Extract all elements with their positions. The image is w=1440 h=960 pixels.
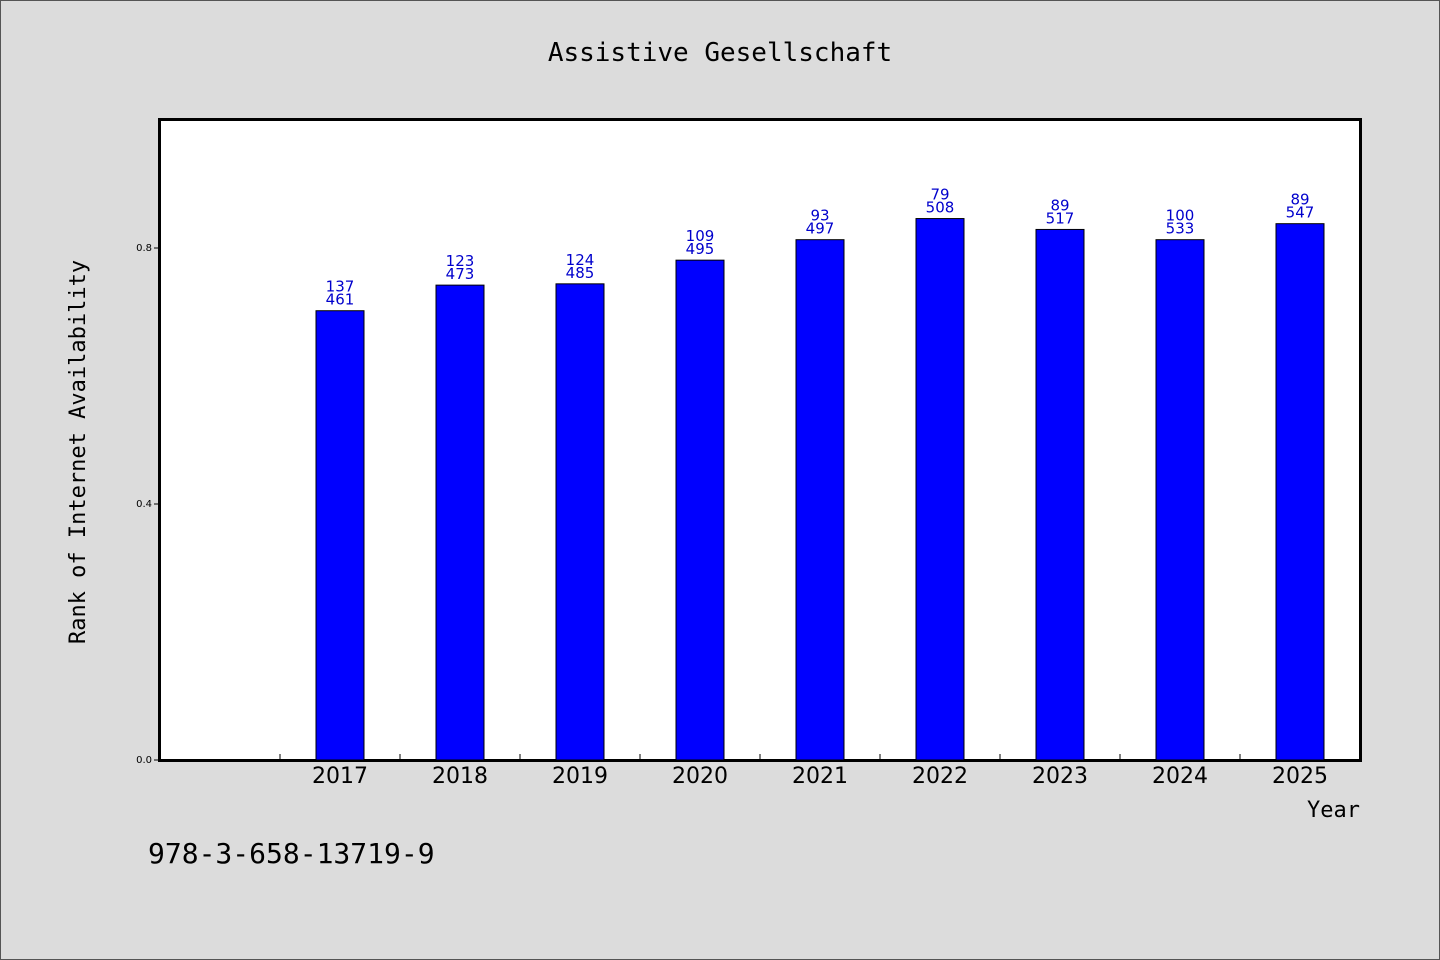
- bar-label-bottom: 485: [566, 264, 595, 282]
- y-axis: 0.0 0.4 0.8: [136, 243, 160, 766]
- bar-label-top: 137: [326, 278, 355, 296]
- bar: [1035, 228, 1085, 761]
- y-tick-label: 0.8: [136, 243, 152, 254]
- x-tick-label: 2023: [1032, 764, 1088, 789]
- bar-label-bottom: 495: [686, 240, 715, 258]
- bar-label-bottom: 461: [326, 291, 355, 309]
- bar-label-top: 123: [446, 252, 475, 270]
- bar: [1155, 239, 1205, 761]
- x-tick-label: 2024: [1152, 764, 1208, 789]
- y-axis-label: Rank of Internet Availability: [66, 260, 91, 644]
- bar: [315, 310, 365, 761]
- bar-label-top: 124: [566, 251, 595, 269]
- x-tick-label: 2019: [552, 764, 608, 789]
- bar-label-top: 109: [686, 227, 715, 245]
- x-tick-label: 2025: [1272, 764, 1328, 789]
- bar: [1275, 223, 1325, 761]
- bar-label-bottom: 517: [1046, 209, 1075, 227]
- bar-label-bottom: 508: [926, 199, 955, 217]
- x-tick-label: 2021: [792, 764, 848, 789]
- bar: [435, 284, 485, 761]
- x-tick-label: 2022: [912, 764, 968, 789]
- bar-label-top: 89: [1050, 196, 1069, 214]
- bar-label-top: 89: [1290, 191, 1309, 209]
- bar: [795, 239, 845, 761]
- bar-series: [315, 218, 1325, 761]
- x-tick-label: 2018: [432, 764, 488, 789]
- chart-title: Assistive Gesellschaft: [548, 38, 892, 68]
- isbn-footer: 978-3-658-13719-9: [148, 837, 435, 870]
- bar-label-bottom: 497: [806, 220, 835, 238]
- bar-label-bottom: 473: [446, 265, 475, 283]
- bar: [675, 259, 725, 761]
- bar: [555, 283, 605, 761]
- bar-label-top: 79: [930, 186, 949, 204]
- bar-label-top: 93: [810, 207, 829, 225]
- x-tick-label: 2017: [312, 764, 368, 789]
- x-axis-label: Year: [1307, 798, 1360, 823]
- x-axis: 2017 2018 2019 2020 2021 2022 2023 2024 2025: [279, 754, 1328, 789]
- bar-label-bottom: 533: [1166, 220, 1195, 238]
- x-tick-label: 2020: [672, 764, 728, 789]
- bar-label-top: 100: [1166, 207, 1195, 225]
- bar-label-bottom: 547: [1286, 204, 1315, 222]
- bar: [915, 218, 965, 761]
- y-tick-label: 0.4: [136, 499, 152, 510]
- y-tick-label: 0.0: [136, 755, 152, 766]
